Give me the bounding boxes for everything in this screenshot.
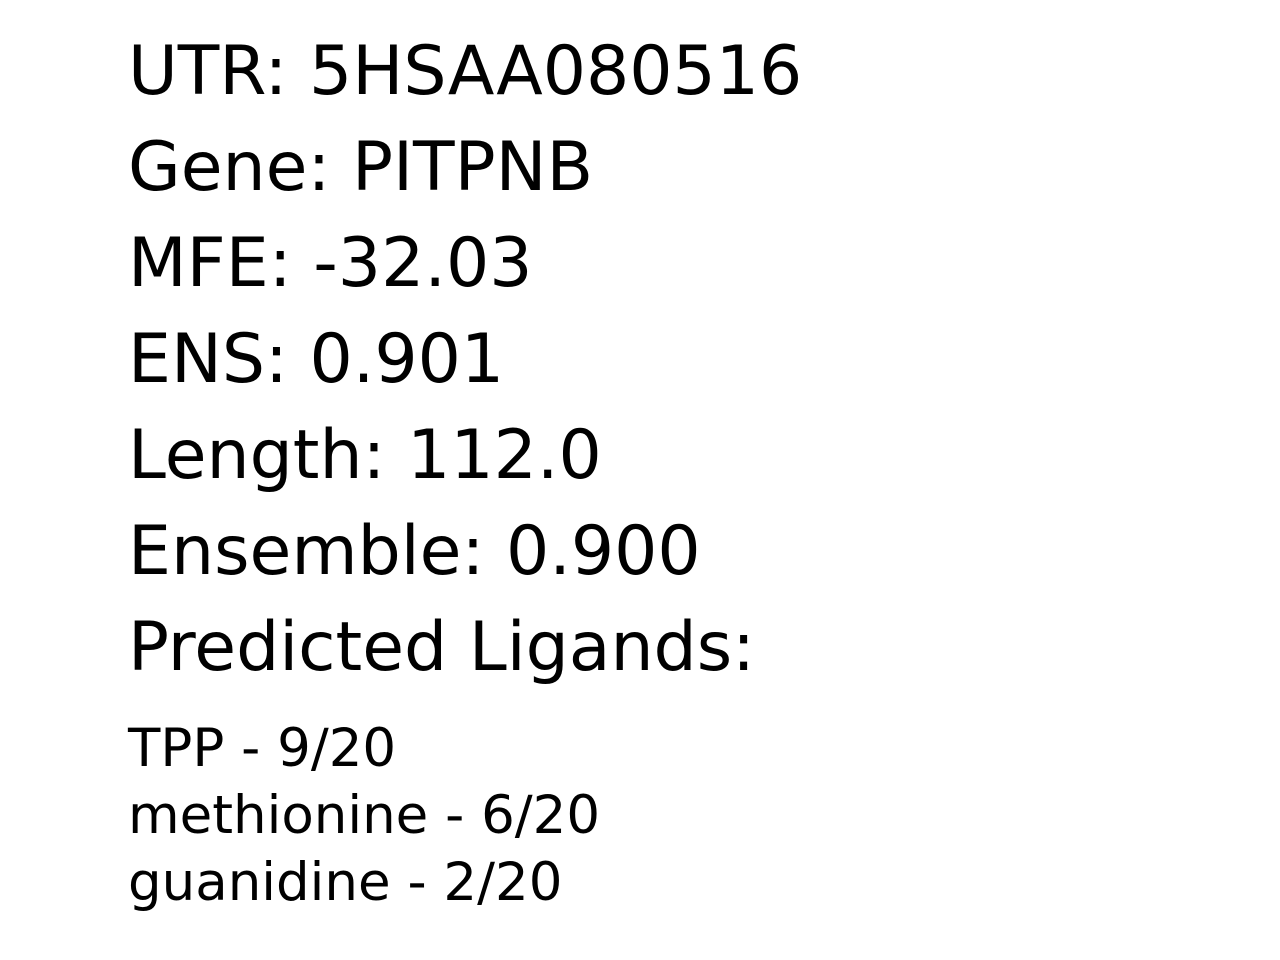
- length-value: Length: 112.0: [128, 416, 602, 495]
- gene-name: Gene: PITPNB: [128, 128, 594, 207]
- ligand-item-tpp: TPP - 9/20: [128, 718, 397, 779]
- ligand-item-guanidine: guanidine - 2/20: [128, 852, 563, 913]
- ensemble-value: Ensemble: 0.900: [128, 512, 701, 591]
- ens-value: ENS: 0.901: [128, 320, 505, 399]
- ligand-item-methionine: methionine - 6/20: [128, 785, 601, 846]
- predicted-ligands-heading: Predicted Ligands:: [128, 608, 756, 687]
- mfe-value: MFE: -32.03: [128, 224, 533, 303]
- utr-id: UTR: 5HSAA080516: [128, 32, 803, 111]
